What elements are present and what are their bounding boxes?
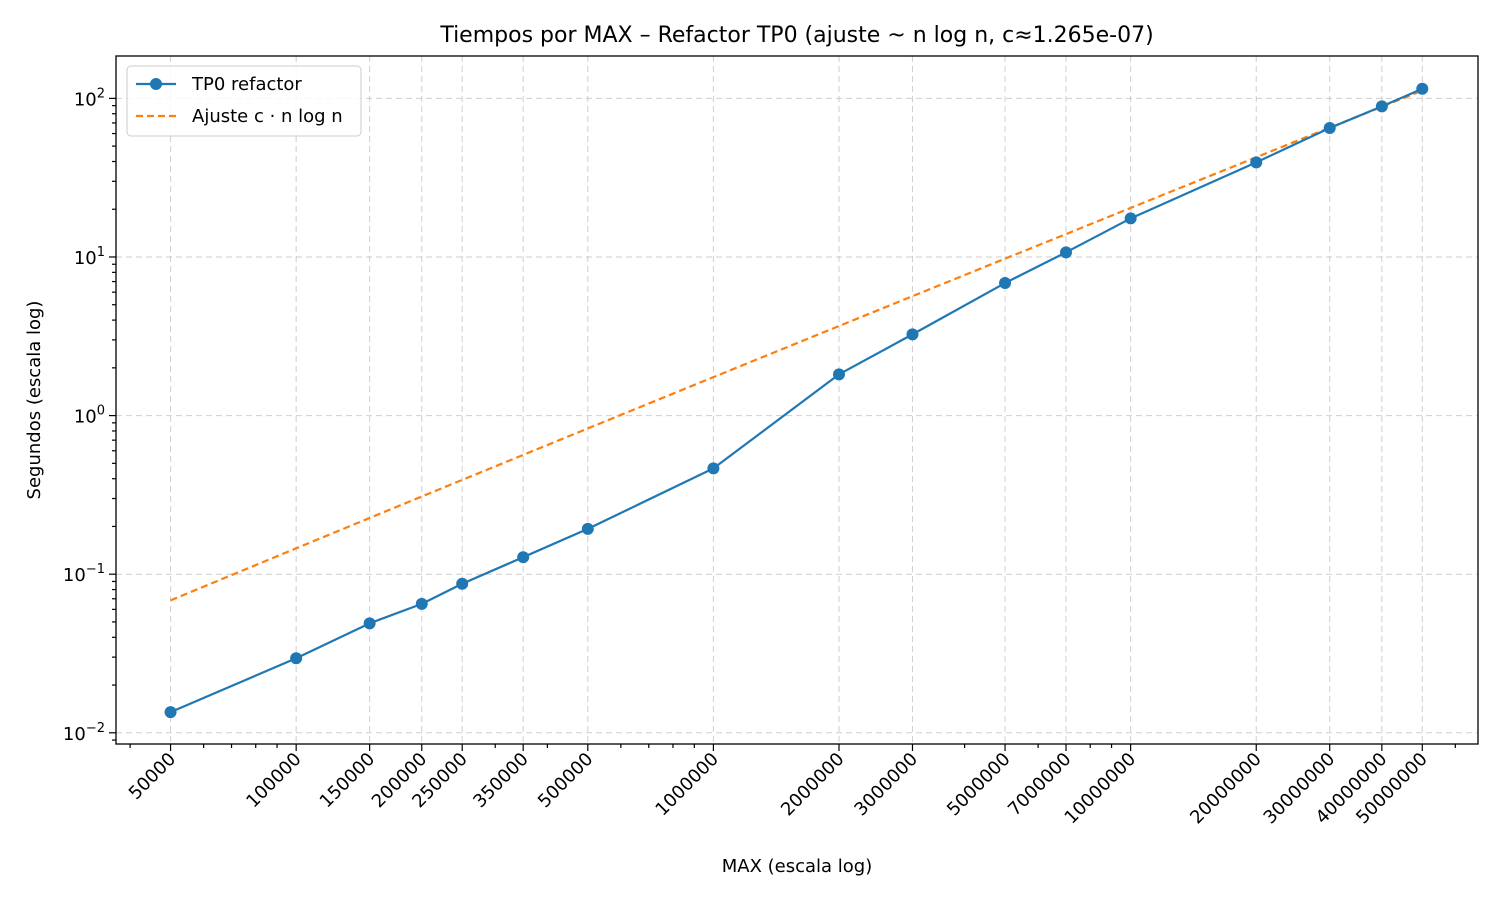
data-point	[1060, 246, 1073, 259]
data-point	[164, 706, 177, 719]
data-point	[1124, 212, 1137, 225]
data-point	[290, 652, 303, 665]
data-point	[1375, 100, 1388, 113]
data-point	[1416, 82, 1429, 95]
data-point	[999, 277, 1012, 290]
series-layer	[164, 82, 1429, 719]
data-point	[906, 328, 919, 341]
y-tick-label: 100	[74, 404, 105, 428]
data-point	[707, 462, 720, 475]
data-point	[581, 522, 594, 535]
y-tick-label: 102	[74, 86, 105, 110]
data-point	[833, 368, 846, 381]
grid	[116, 56, 1478, 744]
y-axis-label: Segundos (escala log)	[24, 301, 45, 500]
data-point	[456, 577, 469, 590]
data-point	[1250, 156, 1263, 169]
data-point	[517, 551, 530, 564]
plot-frame	[115, 55, 1479, 745]
legend-label-fit: Ajuste c · n log n	[192, 106, 343, 127]
data-point	[363, 617, 376, 630]
data-point	[1323, 122, 1336, 135]
x-axis-label: MAX (escala log)	[722, 856, 873, 877]
y-tick-label: 10−2	[63, 721, 105, 745]
series-line-fit	[170, 89, 1423, 602]
y-tick-label: 101	[74, 245, 105, 269]
legend-marker-tp0	[150, 78, 162, 90]
legend-box	[126, 65, 362, 137]
chart-title: Tiempos por MAX – Refactor TP0 (ajuste ~…	[439, 23, 1153, 48]
data-point	[415, 597, 428, 610]
legend: TP0 refactor Ajuste c · n log n	[126, 65, 362, 137]
legend-label-tp0: TP0 refactor	[191, 74, 302, 95]
y-tick-label: 10−1	[63, 562, 105, 586]
